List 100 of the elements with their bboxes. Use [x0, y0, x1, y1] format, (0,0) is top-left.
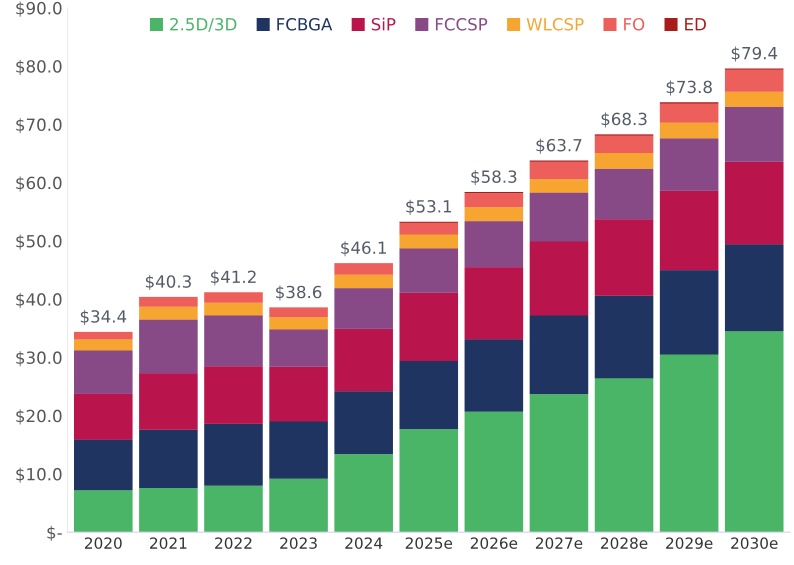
bar	[204, 366, 263, 424]
bar	[334, 288, 393, 329]
bar	[399, 222, 458, 235]
legend-label: ED	[685, 18, 706, 30]
bar	[594, 219, 654, 296]
total-label: $41.2	[211, 270, 256, 286]
bar	[594, 135, 654, 153]
bar	[139, 430, 198, 488]
legend-label: SiP	[372, 18, 396, 31]
bar	[269, 307, 328, 318]
bar	[724, 92, 784, 107]
bar	[139, 306, 198, 320]
bar	[660, 103, 718, 123]
x-tick-label: 2022	[215, 537, 252, 549]
x-tick-label: 2024	[345, 537, 382, 549]
bar	[660, 122, 718, 138]
total-label: $58.3	[471, 170, 516, 186]
total-label: $63.7	[536, 138, 582, 154]
bar	[660, 138, 718, 191]
legend-label: WLCSP	[526, 18, 584, 31]
total-label: $79.4	[732, 46, 778, 62]
x-tick-label: 2021	[150, 537, 186, 549]
x-tick-label: 2028e	[601, 537, 648, 549]
bar	[269, 422, 328, 479]
y-tick-label: $-	[47, 526, 62, 542]
total-label: $40.3	[146, 274, 191, 290]
bar	[269, 329, 328, 367]
total-label: $38.6	[276, 285, 322, 301]
y-tick-label: $80.0	[16, 60, 62, 75]
bar	[269, 478, 328, 532]
x-tick-label: 2027e	[536, 537, 582, 549]
bar	[660, 190, 718, 270]
bar	[74, 339, 133, 350]
x-tick-label: 2023	[280, 537, 317, 549]
x-tick-label: 2029e	[666, 537, 712, 549]
bar	[464, 339, 524, 412]
bar	[399, 292, 458, 361]
bar	[594, 296, 654, 378]
y-tick-label: $40.0	[16, 292, 62, 308]
bar	[74, 490, 133, 532]
bar	[269, 317, 328, 330]
bar	[724, 244, 784, 332]
bar	[74, 394, 133, 440]
bar	[399, 234, 458, 249]
bar	[334, 263, 393, 275]
y-tick-label: $70.0	[16, 118, 62, 134]
bar	[334, 328, 393, 392]
bar	[724, 162, 784, 244]
y-tick-label: $60.0	[16, 176, 62, 192]
x-tick-label: 2025e	[406, 537, 452, 549]
y-tick-label: $50.0	[16, 234, 62, 250]
bar	[399, 360, 458, 430]
bar	[204, 292, 263, 303]
y-tick-label: $10.0	[16, 468, 62, 483]
bar	[334, 454, 393, 532]
bar	[269, 366, 328, 422]
bar	[399, 429, 458, 532]
bar	[594, 152, 654, 169]
legend-label: FCCSP	[436, 18, 488, 31]
total-label: $46.1	[341, 241, 386, 256]
bar	[530, 394, 588, 532]
bar	[139, 488, 198, 532]
bar	[530, 162, 588, 180]
bar	[74, 440, 133, 490]
bar	[204, 486, 263, 532]
bar	[334, 391, 393, 454]
total-label: $73.8	[666, 80, 712, 96]
bar	[594, 168, 654, 220]
bar	[464, 221, 524, 268]
bar	[139, 320, 198, 374]
bar	[204, 424, 263, 486]
bar	[139, 296, 198, 307]
bar	[464, 267, 524, 340]
bar	[530, 316, 588, 394]
bar	[204, 316, 263, 366]
x-tick-label: 2020	[84, 537, 122, 549]
bar	[724, 331, 784, 532]
bar	[399, 248, 458, 293]
bar	[464, 412, 524, 532]
bar	[74, 350, 133, 394]
bar	[660, 354, 718, 532]
x-tick-label: 2026e	[470, 537, 518, 549]
bar	[724, 106, 784, 162]
bar	[74, 332, 133, 340]
bar	[139, 373, 198, 430]
total-label: $34.4	[80, 310, 126, 325]
bar	[530, 242, 588, 316]
y-tick-label: $20.0	[16, 409, 62, 424]
legend-label: FCBGA	[277, 18, 332, 31]
bar	[530, 179, 588, 193]
bar	[204, 302, 263, 316]
bar	[530, 192, 588, 242]
legend-label: 2.5D/3D	[170, 18, 236, 32]
legend-label: FO	[624, 18, 644, 31]
bar	[594, 378, 654, 532]
y-tick-label: $90.0	[16, 2, 62, 17]
bar	[464, 193, 524, 208]
bar	[724, 70, 784, 92]
bar	[464, 207, 524, 222]
x-tick-label: 2030e	[731, 537, 778, 549]
